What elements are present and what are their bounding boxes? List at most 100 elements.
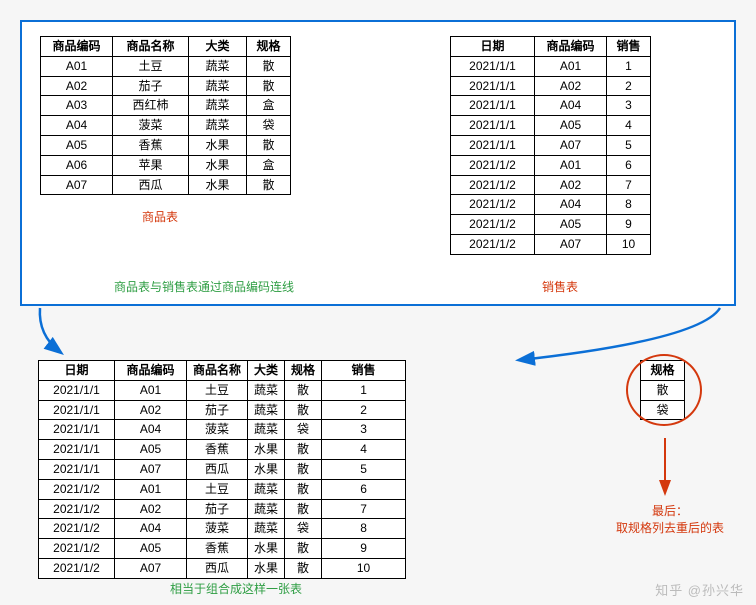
spec-table-body: 散袋	[641, 380, 685, 420]
table-cell: A05	[535, 215, 607, 235]
table-cell: 1	[322, 380, 406, 400]
table-header-row: 规格	[641, 361, 685, 381]
table-cell: 2021/1/2	[451, 234, 535, 254]
table-row: 2021/1/1A01土豆蔬菜散1	[39, 380, 406, 400]
table-cell: 散	[247, 175, 291, 195]
arrow-right-blue	[520, 308, 720, 360]
table-cell: 盒	[247, 155, 291, 175]
table-cell: 散	[285, 459, 322, 479]
table-cell: A05	[41, 135, 113, 155]
table-row: A04菠菜蔬菜袋	[41, 116, 291, 136]
link-caption: 商品表与销售表通过商品编码连线	[114, 278, 294, 295]
table-cell: 2021/1/2	[39, 479, 115, 499]
col-code: 商品编码	[41, 37, 113, 57]
col-name: 商品名称	[113, 37, 189, 57]
table-row: 2021/1/2A016	[451, 155, 651, 175]
table-cell: 2021/1/1	[39, 440, 115, 460]
table-cell: 8	[322, 519, 406, 539]
table-cell: 散	[285, 539, 322, 559]
col-date: 日期	[39, 361, 115, 381]
table-cell: 散	[285, 479, 322, 499]
table-row: 2021/1/1A04菠菜蔬菜袋3	[39, 420, 406, 440]
table-cell: 散	[285, 499, 322, 519]
table-cell: 蔬菜	[248, 519, 285, 539]
table-cell: 蔬菜	[189, 56, 247, 76]
col-sales: 销售	[322, 361, 406, 381]
arrow-left-blue	[40, 308, 60, 352]
table-cell: 苹果	[113, 155, 189, 175]
table-row: 2021/1/2A05香蕉水果散9	[39, 539, 406, 559]
table-cell: 袋	[641, 400, 685, 420]
final-caption-line2: 取规格列去重后的表	[616, 521, 724, 535]
spec-table: 规格 散袋	[640, 360, 685, 420]
table-row: 2021/1/1A054	[451, 116, 651, 136]
col-code: 商品编码	[115, 361, 187, 381]
table-row: A03西红柿蔬菜盒	[41, 96, 291, 116]
table-cell: 水果	[248, 539, 285, 559]
table-cell: A02	[535, 175, 607, 195]
table-cell: A02	[115, 400, 187, 420]
table-row: 2021/1/2A02茄子蔬菜散7	[39, 499, 406, 519]
table-cell: A02	[115, 499, 187, 519]
table-cell: 2021/1/1	[451, 135, 535, 155]
table-cell: A04	[115, 420, 187, 440]
table-cell: 2021/1/2	[39, 499, 115, 519]
table-cell: 2021/1/1	[39, 380, 115, 400]
col-date: 日期	[451, 37, 535, 57]
col-name: 商品名称	[187, 361, 248, 381]
table-cell: A07	[535, 135, 607, 155]
table-cell: 6	[322, 479, 406, 499]
table-cell: 3	[322, 420, 406, 440]
table-cell: 蔬菜	[248, 420, 285, 440]
watermark: 知乎 @孙兴华	[655, 580, 744, 599]
table-row: A02茄子蔬菜散	[41, 76, 291, 96]
table-row: 散	[641, 380, 685, 400]
table-row: 2021/1/2A04菠菜蔬菜袋8	[39, 519, 406, 539]
table-cell: 2021/1/2	[451, 195, 535, 215]
table-cell: A07	[115, 558, 187, 578]
table-cell: 2021/1/1	[451, 56, 535, 76]
table-cell: 茄子	[113, 76, 189, 96]
table-cell: 9	[607, 215, 651, 235]
table-cell: 2021/1/2	[39, 558, 115, 578]
table-cell: A07	[115, 459, 187, 479]
table-row: 2021/1/2A059	[451, 215, 651, 235]
table-cell: A01	[41, 56, 113, 76]
table-cell: A02	[535, 76, 607, 96]
table-cell: 土豆	[187, 380, 248, 400]
table-cell: 5	[607, 135, 651, 155]
table-cell: 7	[607, 175, 651, 195]
table-cell: 10	[607, 234, 651, 254]
table-cell: 2021/1/1	[39, 420, 115, 440]
table-cell: 香蕉	[187, 440, 248, 460]
table-header-row: 商品编码 商品名称 大类 规格	[41, 37, 291, 57]
table-row: 2021/1/2A01土豆蔬菜散6	[39, 479, 406, 499]
table-row: 2021/1/2A048	[451, 195, 651, 215]
table-cell: 西瓜	[187, 558, 248, 578]
table-header-row: 日期 商品编码 销售	[451, 37, 651, 57]
table-cell: A05	[115, 440, 187, 460]
table-cell: 5	[322, 459, 406, 479]
table-cell: 散	[285, 440, 322, 460]
table-cell: 2021/1/1	[39, 459, 115, 479]
merged-table-caption: 相当于组合成这样一张表	[170, 580, 302, 597]
table-cell: 菠菜	[187, 519, 248, 539]
table-cell: 蔬菜	[248, 380, 285, 400]
table-cell: A04	[535, 195, 607, 215]
table-cell: 香蕉	[113, 135, 189, 155]
table-row: 2021/1/2A027	[451, 175, 651, 195]
table-cell: 2021/1/2	[451, 155, 535, 175]
table-row: 2021/1/1A07西瓜水果散5	[39, 459, 406, 479]
table-cell: 2021/1/2	[39, 519, 115, 539]
table-cell: 菠菜	[187, 420, 248, 440]
sales-table-caption: 销售表	[542, 278, 578, 295]
table-cell: 茄子	[187, 499, 248, 519]
table-cell: 6	[607, 155, 651, 175]
table-cell: 散	[285, 380, 322, 400]
table-cell: A01	[535, 56, 607, 76]
table-cell: 8	[607, 195, 651, 215]
table-cell: A05	[535, 116, 607, 136]
table-cell: A07	[535, 234, 607, 254]
product-table: 商品编码 商品名称 大类 规格 A01土豆蔬菜散A02茄子蔬菜散A03西红柿蔬菜…	[40, 36, 291, 195]
table-cell: 水果	[248, 459, 285, 479]
